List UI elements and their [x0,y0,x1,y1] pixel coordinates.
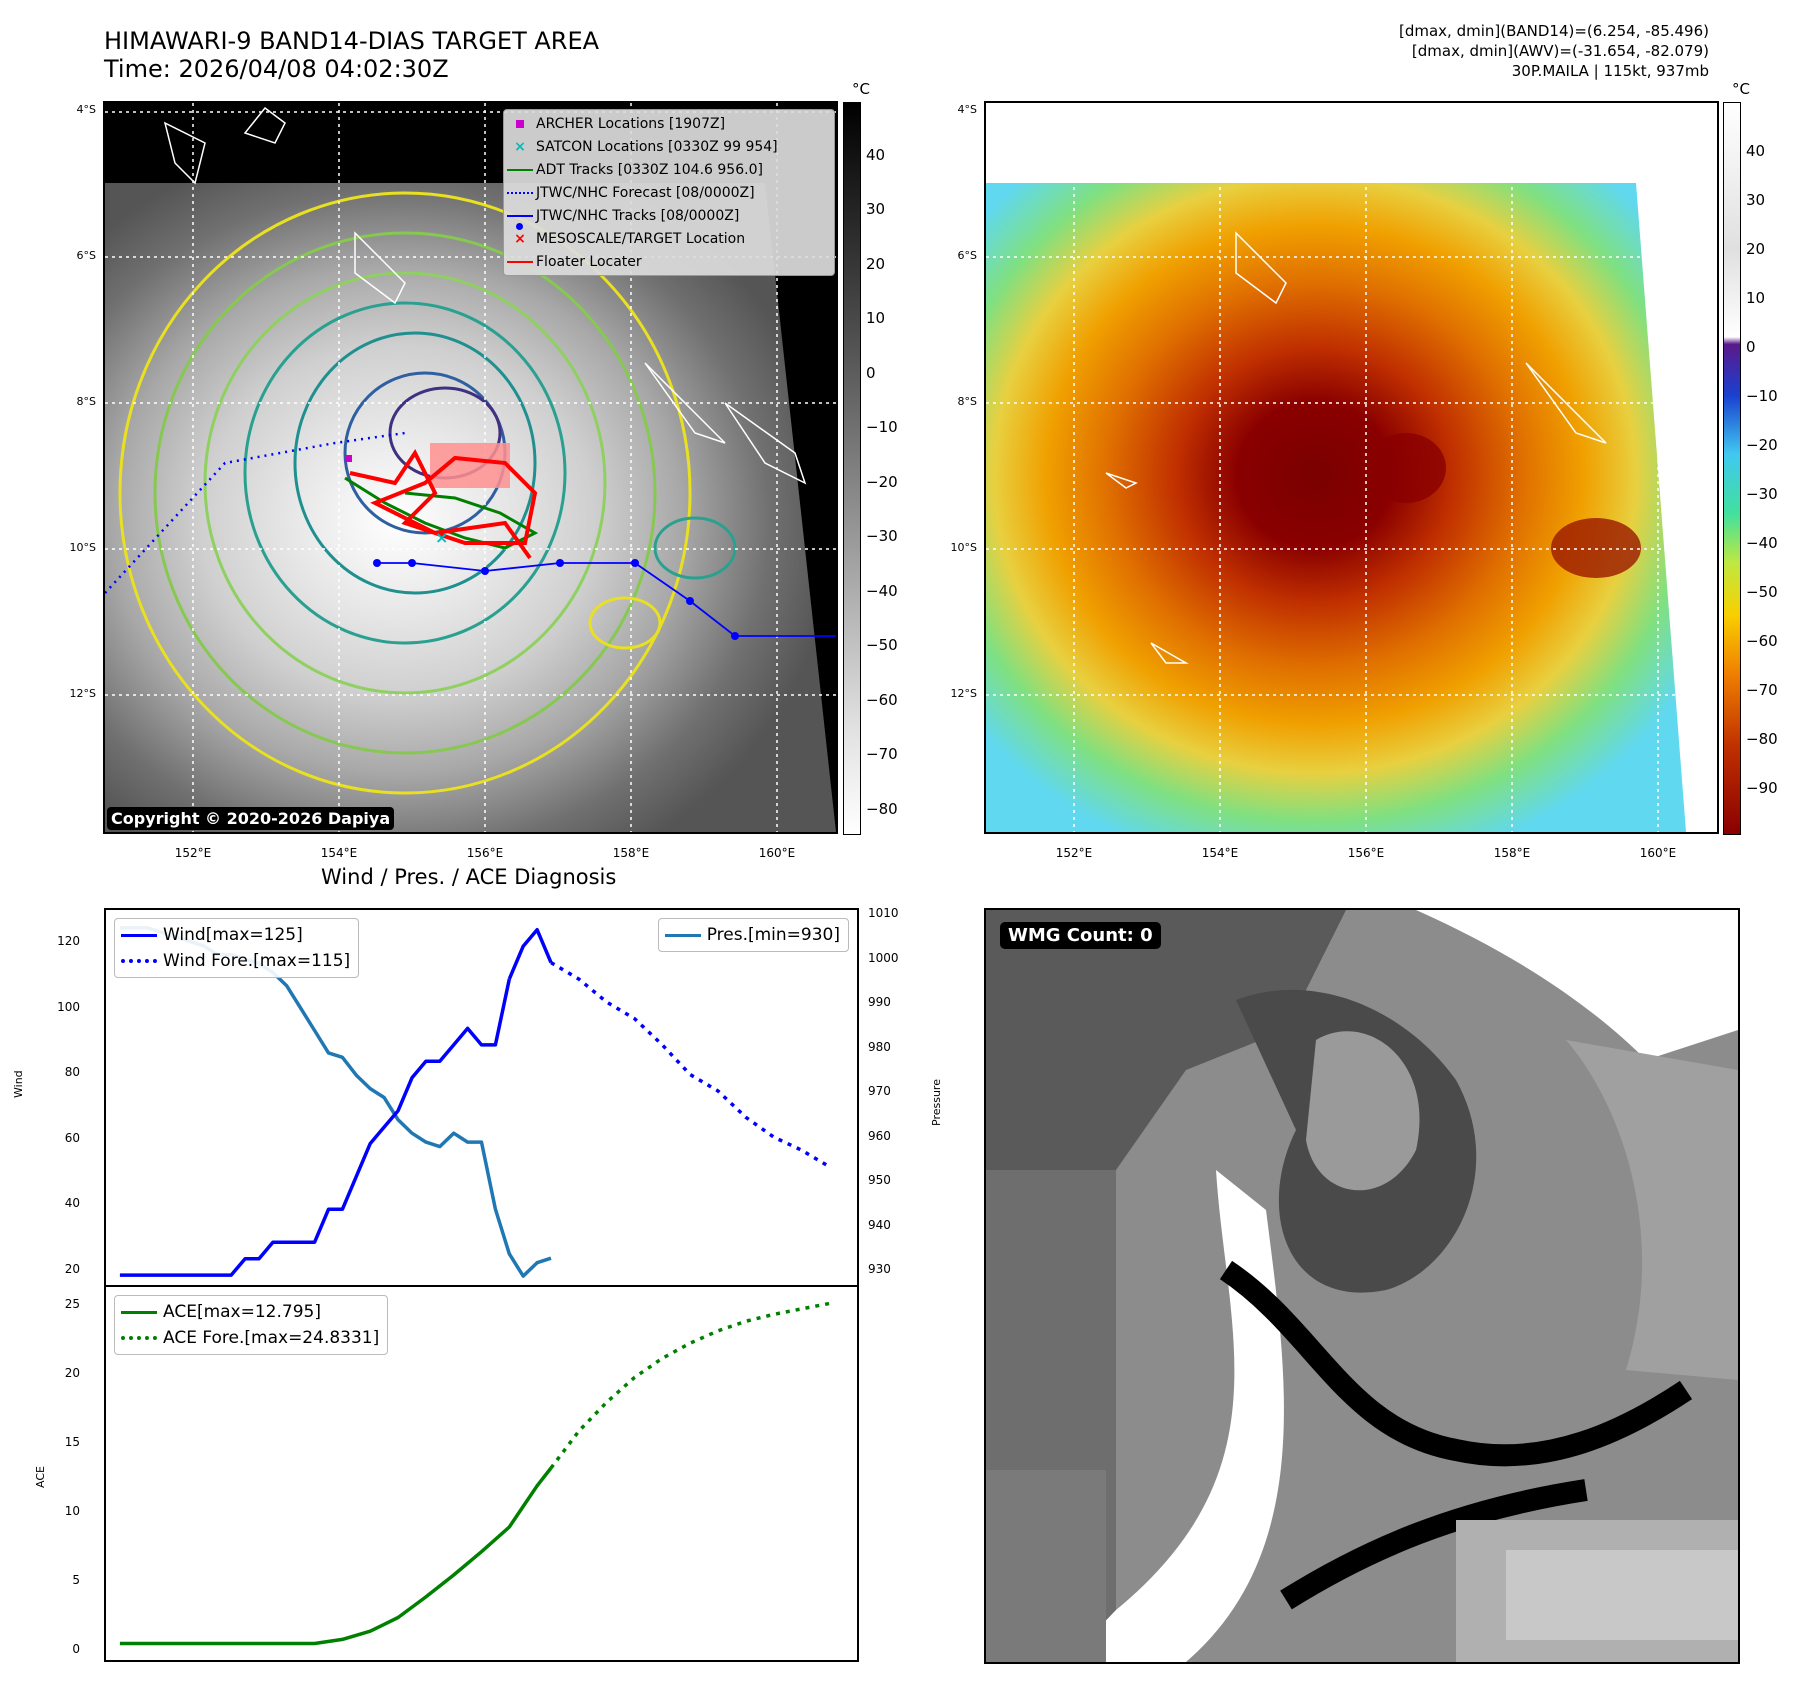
copyright-badge: Copyright © 2020-2026 Dapiya [107,807,395,830]
legend-floater: Floater Locater [504,250,834,273]
svg-text:×: × [435,528,448,547]
ir-lat-label: 4°S [76,103,96,116]
ace-y-ticks: 25 20 15 10 5 0 [64,1297,80,1656]
figure-title-line2: Time: 2026/04/08 04:02:30Z [104,55,449,83]
ir-lat-label: 10°S [69,541,96,554]
legend-ace: ACE[max=12.795] [115,1299,379,1325]
ir-lon-label: 154°E [320,846,358,860]
legend-satcon: × SATCON Locations [0330Z 99 954] [504,135,834,158]
awv-lat-label: 12°S [950,687,977,700]
legend-forecast: JTWC/NHC Forecast [08/0000Z] [504,181,834,204]
ace-plot [119,1301,830,1646]
ir-legend: ARCHER Locations [1907Z] × SATCON Locati… [503,109,835,276]
awv-map-image [986,103,1717,832]
ir-lat-label: 6°S [76,249,96,262]
ir-colorbar-unit: °C [852,80,870,98]
legend-wind-forecast: Wind Fore.[max=115] [115,948,350,974]
ir-lon-label: 156°E [466,846,504,860]
ir-map-panel: × ARCHER Locations [1907Z] × SATCON Loca… [103,101,838,834]
wind-solid-line-icon [121,933,157,937]
ir-lon-label: 158°E [612,846,650,860]
ace-dotted-line-icon [121,1336,157,1340]
tracks-line-icon [507,214,533,217]
info-awv: [dmax, dmin](AWV)=(-31.654, -82.079) [1411,42,1709,60]
forecast-dotted-icon [507,191,533,194]
ace-solid-line-icon [121,1310,157,1314]
pressure-line-icon [664,933,701,937]
info-storm: 30P.MAILA | 115kt, 937mb [1511,62,1709,80]
awv-colorbar-ticks: 40 30 20 10 0 −10 −20 −30 −40 −50 −60 −7… [1746,142,1778,797]
awv-colorbar [1723,102,1741,835]
figure-title-line1: HIMAWARI-9 BAND14-DIAS TARGET AREA [104,27,600,55]
wind-axis-label: Wind [12,1070,25,1098]
awv-lon-label: 156°E [1347,846,1385,860]
legend-archer: ARCHER Locations [1907Z] [504,112,834,135]
awv-lon-label: 158°E [1493,846,1531,860]
wind-dotted-line-icon [121,959,157,963]
awv-lat-label: 6°S [957,249,977,262]
wind-y-ticks: 120 100 80 60 40 20 [57,934,80,1276]
legend-pressure: Pres.[min=930] [659,922,840,948]
legend-wind: Wind[max=125] [115,922,350,948]
awv-lon-label: 152°E [1055,846,1093,860]
ir-lon-label: 152°E [174,846,212,860]
ir-lon-label: 160°E [758,846,796,860]
legend-target: × MESOSCALE/TARGET Location [504,227,834,250]
wind-pressure-axes: Wind[max=125] Wind Fore.[max=115] Pres.[… [104,908,859,1287]
legend-adt: ADT Tracks [0330Z 104.6 956.0] [504,158,834,181]
info-band14: [dmax, dmin](BAND14)=(6.254, -85.496) [1398,22,1709,40]
ir-colorbar-ticks: 40 30 20 10 0 −10 −20 −30 −40 −50 −60 −7… [866,146,898,818]
awv-lat-label: 10°S [950,541,977,554]
wind-line-series-1 [507,927,553,980]
floater-line-icon [507,260,533,263]
archer-square-icon [516,119,524,128]
satcon-x-icon: × [514,138,526,155]
ir-lat-label: 12°S [69,687,96,700]
awv-lat-label: 4°S [957,103,977,116]
ir-colorbar [843,102,861,835]
ace-line-series-0 [119,1466,553,1646]
ir-lat-label: 8°S [76,395,96,408]
awv-colorbar-unit: °C [1732,80,1750,98]
awv-map-panel [984,101,1719,834]
pressure-y-ticks: 1010 1000 990 980 970 960 950 940 930 [868,906,899,1276]
diagnosis-title: Wind / Pres. / ACE Diagnosis [321,865,617,889]
wind-line-series-2 [550,961,831,1169]
awv-lat-label: 8°S [957,395,977,408]
wmg-panel: WMG Count: 0 [984,908,1740,1664]
ace-axes: ACE[max=12.795] ACE Fore.[max=24.8331] [104,1285,859,1662]
wmg-count-badge: WMG Count: 0 [1000,922,1161,949]
awv-lon-label: 154°E [1201,846,1239,860]
target-x-icon: × [514,230,526,247]
pressure-legend: Pres.[min=930] [657,918,849,952]
ace-line-series-1 [549,1301,830,1470]
wind-legend: Wind[max=125] Wind Fore.[max=115] [114,918,360,978]
wind-line-series-0 [119,978,512,1277]
pressure-line-series-0 [119,926,552,1278]
pressure-axis-label: Pressure [930,1079,943,1126]
ace-axis-label: ACE [34,1466,47,1488]
awv-lon-label: 160°E [1639,846,1677,860]
ace-legend: ACE[max=12.795] ACE Fore.[max=24.8331] [114,1295,389,1355]
legend-ace-forecast: ACE Fore.[max=24.8331] [115,1325,379,1351]
legend-tracks: JTWC/NHC Tracks [08/0000Z] [504,204,834,230]
adt-line-icon [507,168,533,171]
wmg-image [986,910,1738,1662]
